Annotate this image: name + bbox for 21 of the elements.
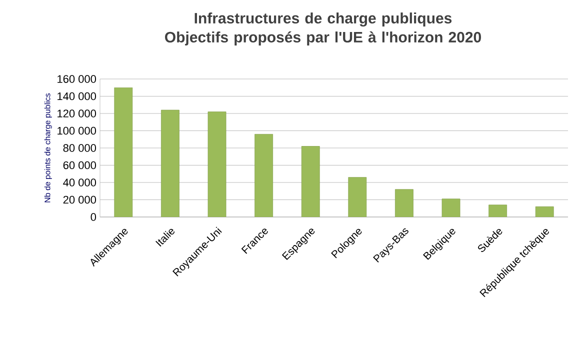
- y-tick-label: 80 000: [63, 144, 96, 152]
- chart-title: Infrastructures de charge publiques Objectifs proposés par l'UE à l'horizon 2020: [165, 12, 481, 46]
- y-tick-label: 20 000: [63, 196, 96, 204]
- bar: [488, 204, 507, 217]
- y-tick-label: 60 000: [63, 161, 96, 170]
- bar: [395, 189, 414, 217]
- bar: [442, 198, 460, 217]
- bar: [301, 146, 320, 217]
- y-axis-title: Nb de points de charge publics: [44, 93, 52, 202]
- bar: [254, 134, 274, 217]
- bar: [208, 112, 226, 217]
- y-tick-label: 100 000: [58, 126, 96, 135]
- bar: [348, 177, 367, 217]
- y-tick-label: 120 000: [58, 110, 96, 118]
- y-tick-label: 140 000: [58, 92, 96, 100]
- bar: [535, 206, 554, 217]
- bar: [161, 110, 180, 217]
- y-tick-label: 0: [90, 213, 96, 221]
- bar: [114, 87, 133, 217]
- y-tick-label: 160 000: [58, 75, 96, 83]
- y-tick-label: 40 000: [63, 178, 96, 186]
